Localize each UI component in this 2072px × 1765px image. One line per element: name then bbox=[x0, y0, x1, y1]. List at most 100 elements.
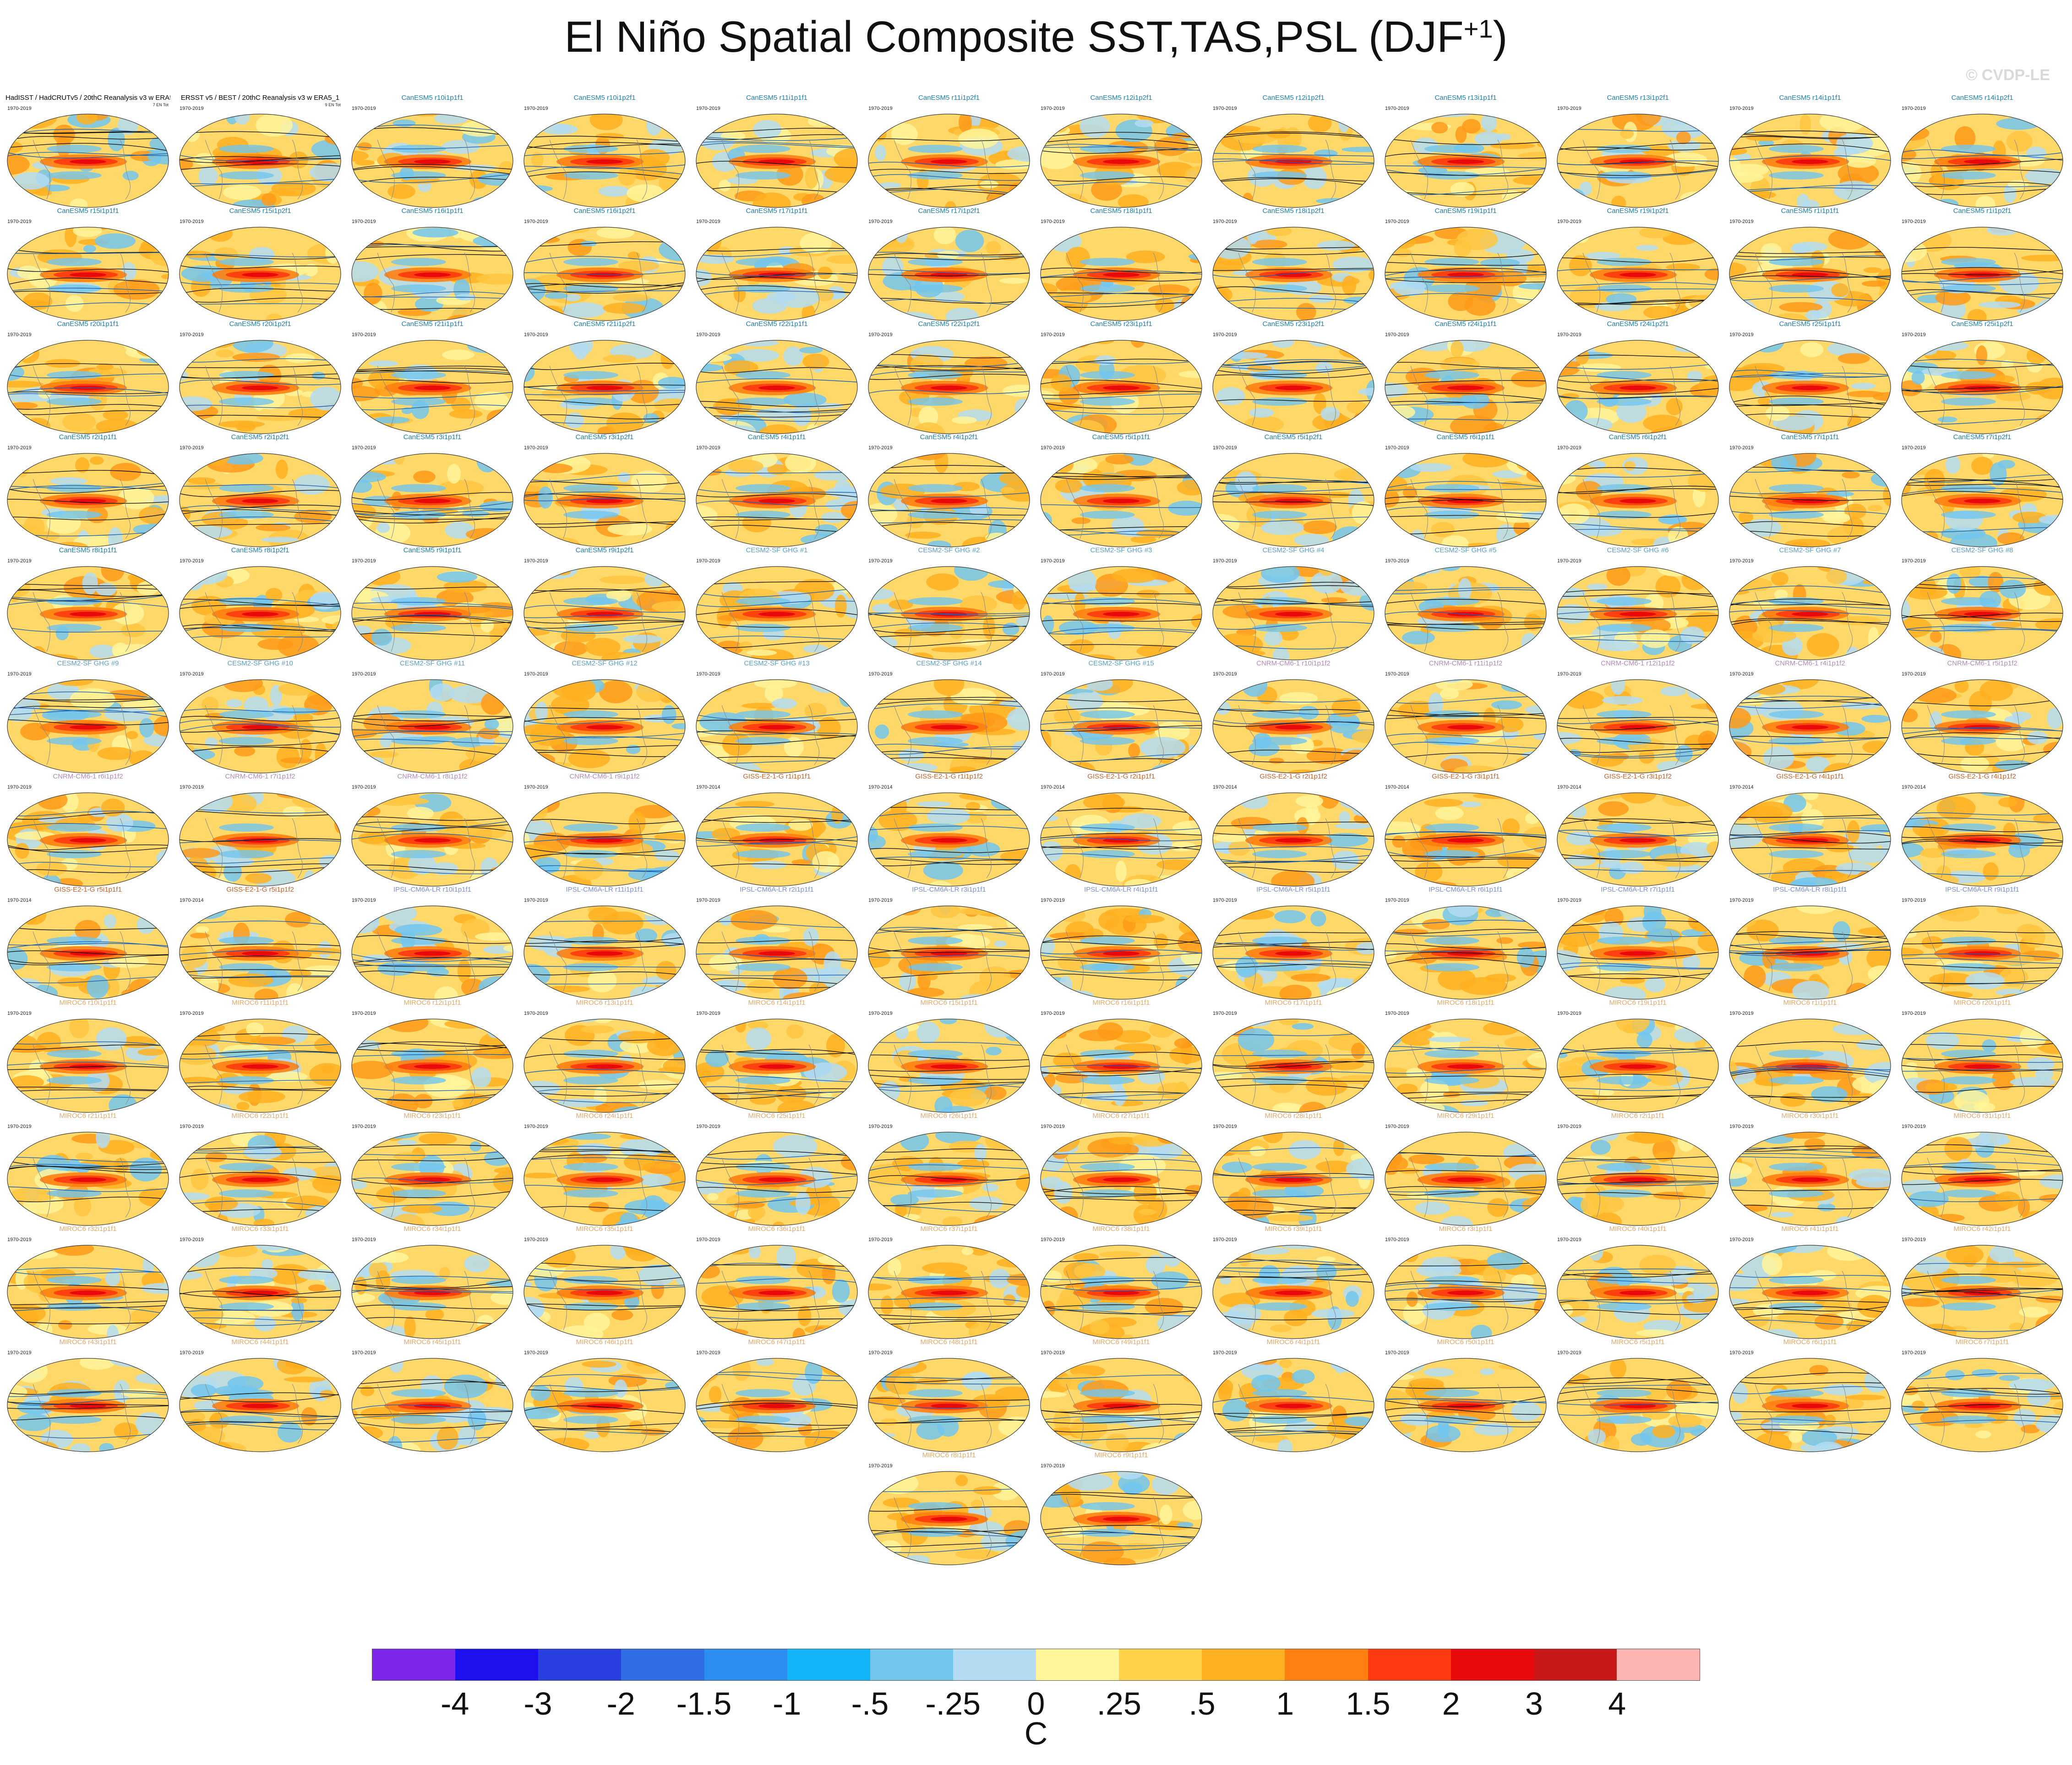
panel-title: CNRM-CM6-1 r7i1p1f2 bbox=[225, 773, 295, 780]
composite-map bbox=[351, 1019, 513, 1113]
panel-period: 1970-2014 bbox=[868, 784, 893, 790]
panel-period: 1970-2019 bbox=[7, 1350, 32, 1356]
map-panel: CNRM-CM6-1 r5i1p1f2 1970-2019 bbox=[1900, 659, 2065, 778]
panel-title: MIROC6 r30i1p1f1 bbox=[1781, 1112, 1839, 1120]
panel-title: CanESM5 r22i1p2f1 bbox=[918, 320, 980, 328]
colorbar-tick-label: 4 bbox=[1608, 1686, 1626, 1721]
panel-title: MIROC6 r43i1p1f1 bbox=[59, 1338, 117, 1346]
panel-period: 1970-2019 bbox=[1902, 558, 1926, 564]
panel-period: 1970-2019 bbox=[1557, 558, 1581, 564]
map-panel: CanESM5 r15i1p1f1 1970-2019 bbox=[5, 207, 170, 325]
panel-title: MIROC6 r18i1p1f1 bbox=[1437, 999, 1494, 1007]
panel-title: IPSL-CM6A-LR r4i1p1f1 bbox=[1084, 886, 1158, 893]
panel-period: 1970-2019 bbox=[524, 1124, 548, 1129]
panel-period: 1970-2019 bbox=[180, 1124, 204, 1129]
composite-map bbox=[351, 340, 513, 434]
panel-title: CNRM-CM6-1 r5i1p1f2 bbox=[1947, 659, 2017, 667]
panel-period: 1970-2019 bbox=[7, 445, 32, 451]
composite-map bbox=[1901, 905, 2063, 1000]
panel-title: GISS-E2-1-G r4i1p1f1 bbox=[1776, 773, 1844, 780]
colorbar-segment bbox=[704, 1649, 787, 1680]
panel-title: CanESM5 r8i1p2f1 bbox=[231, 546, 289, 554]
panel-period: 1970-2019 bbox=[1213, 445, 1237, 451]
map-panel: CanESM5 r2i1p2f1 1970-2019 bbox=[178, 433, 343, 551]
panel-period: 1970-2019 bbox=[1041, 1011, 1065, 1016]
panel-title: MIROC6 r24i1p1f1 bbox=[576, 1112, 633, 1120]
panel-period: 1970-2019 bbox=[1385, 1237, 1409, 1242]
map-panel: MIROC6 r4i1p1f1 1970-2019 bbox=[1211, 1338, 1376, 1456]
composite-map bbox=[7, 792, 169, 887]
panel-title: MIROC6 r14i1p1f1 bbox=[748, 999, 806, 1007]
colorbar-tick-label: -1 bbox=[773, 1686, 802, 1721]
map-panel: MIROC6 r40i1p1f1 1970-2019 bbox=[1555, 1225, 1720, 1343]
composite-map bbox=[523, 792, 686, 887]
panel-title: IPSL-CM6A-LR r9i1p1f1 bbox=[1945, 886, 2019, 893]
panel-title: CanESM5 r13i1p2f1 bbox=[1607, 94, 1669, 102]
panel-title: MIROC6 r38i1p1f1 bbox=[1092, 1225, 1150, 1233]
panel-period: 1970-2019 bbox=[524, 1350, 548, 1356]
composite-map bbox=[1901, 114, 2063, 208]
panel-title: CanESM5 r8i1p1f1 bbox=[59, 546, 117, 554]
composite-map bbox=[696, 1132, 858, 1226]
colorbar-tick-label: .5 bbox=[1189, 1686, 1216, 1721]
composite-map bbox=[351, 227, 513, 321]
panel-period: 1970-2019 bbox=[1729, 1011, 1754, 1016]
composite-map bbox=[1557, 566, 1719, 660]
map-panel: CESM2-SF GHG #5 1970-2019 bbox=[1383, 546, 1548, 665]
composite-map bbox=[7, 905, 169, 1000]
panel-title: CESM2-SF GHG #15 bbox=[1088, 659, 1154, 667]
panel-period: 1970-2019 bbox=[1385, 106, 1409, 111]
panel-period: 1970-2019 bbox=[868, 898, 893, 903]
panel-title: CanESM5 r10i1p2f1 bbox=[573, 94, 636, 102]
panel-title: MIROC6 r27i1p1f1 bbox=[1092, 1112, 1150, 1120]
panel-title: CanESM5 r19i1p2f1 bbox=[1607, 207, 1669, 215]
panel-period: 1970-2019 bbox=[1041, 445, 1065, 451]
panel-period: 1970-2019 bbox=[352, 1350, 376, 1356]
map-panel: MIROC6 r38i1p1f1 1970-2019 bbox=[1039, 1225, 1204, 1343]
composite-map bbox=[523, 679, 686, 774]
map-panel: MIROC6 r18i1p1f1 1970-2019 bbox=[1383, 999, 1548, 1117]
panel-title: CanESM5 r23i1p2f1 bbox=[1262, 320, 1325, 328]
composite-map bbox=[1729, 453, 1891, 547]
panel-title: IPSL-CM6A-LR r3i1p1f1 bbox=[912, 886, 986, 893]
panel-period: 1970-2019 bbox=[1385, 1350, 1409, 1356]
panel-period: 1970-2019 bbox=[1902, 671, 1926, 677]
panel-title: MIROC6 r3i1p1f1 bbox=[1439, 1225, 1493, 1233]
composite-map bbox=[696, 227, 858, 321]
map-panel: CNRM-CM6-1 r11i1p1f2 1970-2019 bbox=[1383, 659, 1548, 778]
panel-title: MIROC6 r12i1p1f1 bbox=[403, 999, 461, 1007]
panel-period: 1970-2019 bbox=[696, 106, 720, 111]
composite-map bbox=[179, 1245, 341, 1339]
panel-period: 1970-2019 bbox=[868, 445, 893, 451]
map-panel: CanESM5 r2i1p1f1 1970-2019 bbox=[5, 433, 170, 551]
panel-title: MIROC6 r20i1p1f1 bbox=[1953, 999, 2011, 1007]
panel-title: GISS-E2-1-G r5i1p1f1 bbox=[54, 886, 122, 893]
composite-map bbox=[179, 1358, 341, 1452]
panel-title: CanESM5 r18i1p1f1 bbox=[1090, 207, 1152, 215]
composite-map bbox=[696, 905, 858, 1000]
composite-map bbox=[1729, 1358, 1891, 1452]
composite-map bbox=[7, 566, 169, 660]
map-panel: CESM2-SF GHG #4 1970-2019 bbox=[1211, 546, 1376, 665]
map-panel: CanESM5 r3i1p2f1 1970-2019 bbox=[522, 433, 687, 551]
panel-period: 1970-2019 bbox=[1729, 106, 1754, 111]
map-panel: GISS-E2-1-G r5i1p1f2 1970-2014 bbox=[178, 886, 343, 1004]
composite-map bbox=[1557, 905, 1719, 1000]
panel-title: MIROC6 r2i1p1f1 bbox=[1611, 1112, 1665, 1120]
panel-title: CanESM5 r11i1p2f1 bbox=[918, 94, 980, 102]
panel-period: 1970-2019 bbox=[180, 219, 204, 224]
map-panel: CanESM5 r14i1p1f1 1970-2019 bbox=[1728, 94, 1892, 212]
composite-map bbox=[1212, 792, 1374, 887]
map-panel: GISS-E2-1-G r5i1p1f1 1970-2014 bbox=[5, 886, 170, 1004]
map-panel: MIROC6 r11i1p1f1 1970-2019 bbox=[178, 999, 343, 1117]
map-panel: MIROC6 r37i1p1f1 1970-2019 bbox=[867, 1225, 1031, 1343]
composite-map bbox=[1040, 566, 1202, 660]
map-panel: CanESM5 r18i1p1f1 1970-2019 bbox=[1039, 207, 1204, 325]
panel-title: MIROC6 r36i1p1f1 bbox=[748, 1225, 806, 1233]
composite-map bbox=[1901, 679, 2063, 774]
panel-title: MIROC6 r26i1p1f1 bbox=[920, 1112, 978, 1120]
map-panel: CNRM-CM6-1 r4i1p1f2 1970-2019 bbox=[1728, 659, 1892, 778]
map-panel: CanESM5 r14i1p2f1 1970-2019 bbox=[1900, 94, 2065, 212]
composite-map bbox=[1385, 566, 1547, 660]
map-panel: CanESM5 r10i1p1f1 1970-2019 bbox=[350, 94, 515, 212]
